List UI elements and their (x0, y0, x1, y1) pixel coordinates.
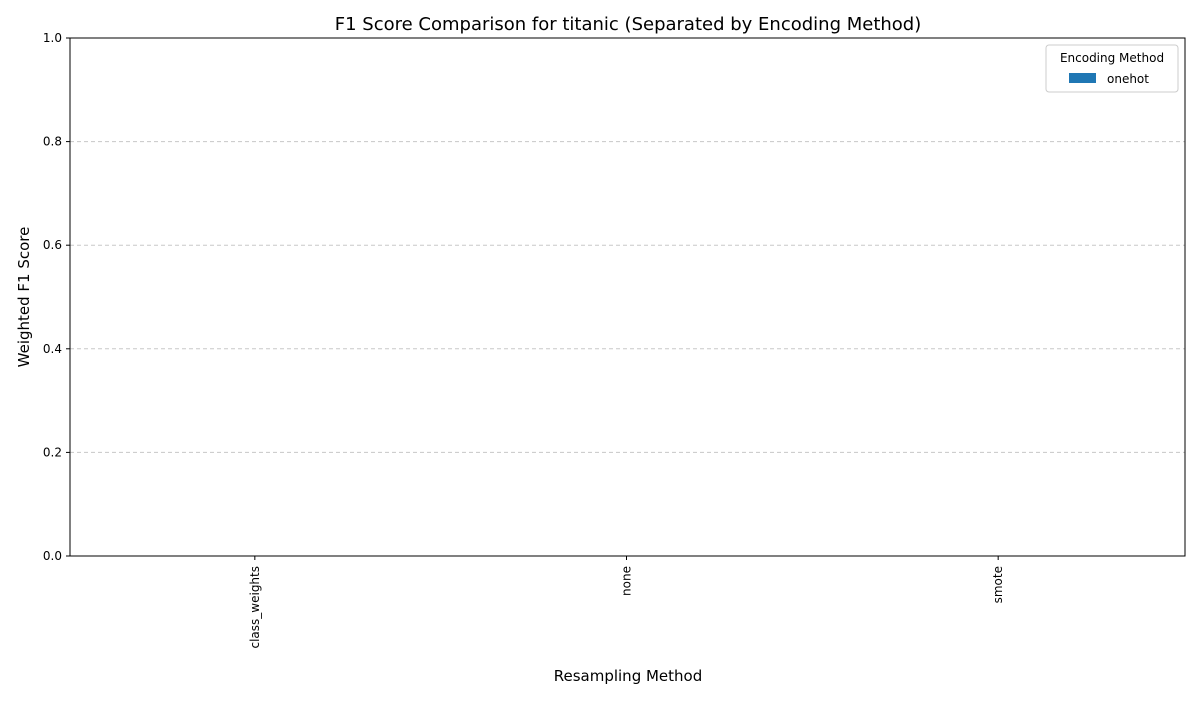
x-tick-label: none (620, 566, 634, 596)
x-axis: class_weights none smote (248, 556, 1005, 649)
x-tick-label: smote (991, 566, 1005, 603)
y-tick-label: 0.0 (43, 549, 62, 563)
y-axis: 0.0 0.2 0.4 0.6 0.8 1.0 (43, 31, 70, 563)
plot-area (69, 37, 1186, 557)
y-tick-label: 0.6 (43, 238, 62, 252)
chart-title: F1 Score Comparison for titanic (Separat… (335, 14, 922, 35)
y-axis-label: Weighted F1 Score (15, 227, 33, 368)
y-tick-label: 1.0 (43, 31, 62, 45)
legend-swatch (1069, 73, 1096, 83)
y-tick-label: 0.8 (43, 135, 62, 149)
legend-label: onehot (1107, 72, 1149, 86)
x-axis-label: Resampling Method (554, 667, 703, 685)
legend: Encoding Method onehot (1045, 44, 1179, 93)
legend-entries: onehot (1069, 72, 1149, 86)
grid-lines (70, 141, 1185, 453)
y-tick-label: 0.4 (43, 342, 62, 356)
x-tick-label: class_weights (248, 566, 262, 649)
y-tick-label: 0.2 (43, 445, 62, 459)
legend-title: Encoding Method (1060, 51, 1164, 65)
